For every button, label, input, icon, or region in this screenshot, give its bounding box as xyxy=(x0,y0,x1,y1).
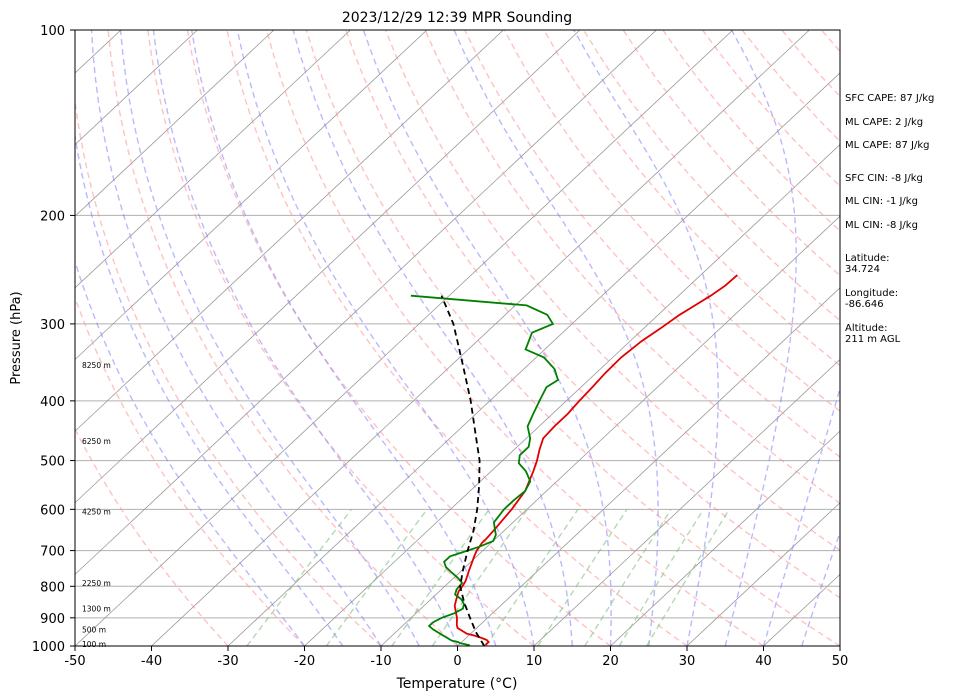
dry-adiabat-line xyxy=(345,30,840,599)
y-tick-label: 200 xyxy=(40,209,65,224)
dry-adiabat-line xyxy=(384,30,840,552)
dry-adiabat-line xyxy=(305,30,840,646)
dry-adiabat-line xyxy=(226,30,688,646)
longitude-label: Longitude: -86.646 xyxy=(845,288,899,310)
x-tick-label: 20 xyxy=(602,654,619,669)
mixing-ratio-line xyxy=(325,508,428,646)
x-tick-label: 30 xyxy=(679,654,696,669)
temperature-line xyxy=(453,274,738,646)
y-tick-label: 100 xyxy=(40,24,65,39)
isotherm-line xyxy=(151,30,810,646)
mixing-ratio-line xyxy=(537,508,628,646)
height-label: 1300 m xyxy=(82,605,111,614)
moist-adiabat-line xyxy=(573,30,719,646)
dry-adiabat-line xyxy=(147,30,535,646)
dry-adiabat-line xyxy=(503,30,840,412)
y-tick-label: 900 xyxy=(40,612,65,627)
parcel-path-line xyxy=(440,295,486,646)
isotherm-line xyxy=(457,287,840,646)
moist-adiabat-line xyxy=(362,30,612,646)
y-tick-label: 1000 xyxy=(32,640,65,655)
mixing-ratio-line xyxy=(645,508,730,646)
height-label: 100 m xyxy=(82,640,106,649)
isotherm-line xyxy=(75,30,428,361)
isotherm-line xyxy=(686,502,840,646)
isotherm-line xyxy=(75,30,198,146)
moist-adiabat-line xyxy=(75,131,344,646)
moist-adiabat-line xyxy=(292,30,573,646)
height-label: 6250 m xyxy=(82,437,111,446)
moist-adiabat-line xyxy=(152,30,459,646)
sfc-cape-label: SFC CAPE: 87 J/kg xyxy=(845,93,935,104)
height-label: 4250 m xyxy=(82,508,111,517)
x-tick-label: -40 xyxy=(141,654,162,669)
moist-adiabat-line xyxy=(762,385,840,646)
height-label: 2250 m xyxy=(82,579,111,588)
moist-adiabat-line xyxy=(724,30,797,646)
height-label: 8250 m xyxy=(82,361,111,370)
dry-adiabat-line xyxy=(107,30,458,646)
ml-cape-label: ML CAPE: 2 J/kg xyxy=(845,117,924,128)
moist-adiabat-line xyxy=(191,30,497,646)
mixing-ratio-line xyxy=(584,508,672,646)
mixing-ratio-line xyxy=(246,508,353,646)
isotherm-line xyxy=(75,30,351,289)
ml-cape-label-2: ML CAPE: 87 J/kg xyxy=(845,140,930,151)
dry-adiabat-line xyxy=(424,30,840,505)
ml-cin-label-2: ML CIN: -8 J/kg xyxy=(845,220,918,231)
isotherm-line xyxy=(380,215,840,646)
chart-title: 2023/12/29 12:39 MPR Sounding xyxy=(342,10,572,26)
isotherm-line xyxy=(75,30,734,646)
y-tick-label: 300 xyxy=(40,318,65,333)
x-tick-label: -20 xyxy=(294,654,315,669)
dry-adiabat-line xyxy=(75,295,305,646)
isotherm-line xyxy=(610,430,840,646)
dry-adiabat-line xyxy=(75,427,229,646)
isotherm-line xyxy=(533,358,840,646)
isotherm-line xyxy=(304,144,840,646)
dewpoint-line xyxy=(410,294,560,646)
dry-adiabat-line xyxy=(265,30,764,646)
x-axis-label: Temperature (°C) xyxy=(396,676,518,692)
x-tick-label: 40 xyxy=(755,654,772,669)
moist-adiabat-line xyxy=(75,258,306,646)
dry-adiabat-line xyxy=(75,96,382,646)
x-tick-label: 0 xyxy=(453,654,461,669)
isotherm-line xyxy=(75,30,504,432)
x-tick-label: 10 xyxy=(526,654,543,669)
y-tick-label: 400 xyxy=(40,395,65,410)
x-tick-label: -30 xyxy=(217,654,238,669)
sfc-cin-label: SFC CIN: -8 J/kg xyxy=(845,173,923,184)
mixing-ratio-line xyxy=(391,508,490,646)
moist-adiabat-line xyxy=(236,30,535,646)
y-tick-label: 700 xyxy=(40,545,65,560)
y-tick-label: 600 xyxy=(40,503,65,518)
moist-adiabat-line xyxy=(453,30,659,646)
moist-adiabat-line xyxy=(801,530,840,646)
x-tick-label: -50 xyxy=(64,654,85,669)
mixing-ratio-line xyxy=(431,508,528,646)
dry-adiabat-line xyxy=(464,30,840,458)
ml-cin-label: ML CIN: -1 J/kg xyxy=(845,196,918,207)
isotherm-line xyxy=(75,30,275,217)
mixing-ratio-line xyxy=(618,508,705,646)
x-tick-label: 50 xyxy=(832,654,849,669)
isotherm-line xyxy=(75,30,581,504)
height-label: 500 m xyxy=(82,625,106,634)
isotherm-line xyxy=(75,30,657,575)
dry-adiabat-line xyxy=(186,30,611,646)
moist-adiabat-line xyxy=(90,30,382,646)
latitude-label: Latitude: 34.724 xyxy=(845,253,890,275)
moist-adiabat-line xyxy=(119,30,420,646)
mixing-ratio-line xyxy=(485,508,579,646)
y-axis-label: Pressure (hPa) xyxy=(9,291,24,384)
y-tick-label: 800 xyxy=(40,580,65,595)
y-tick-label: 500 xyxy=(40,455,65,470)
altitude-label: Altitude: 211 m AGL xyxy=(845,323,901,345)
isotherm-line xyxy=(227,72,840,646)
x-tick-label: -10 xyxy=(370,654,391,669)
